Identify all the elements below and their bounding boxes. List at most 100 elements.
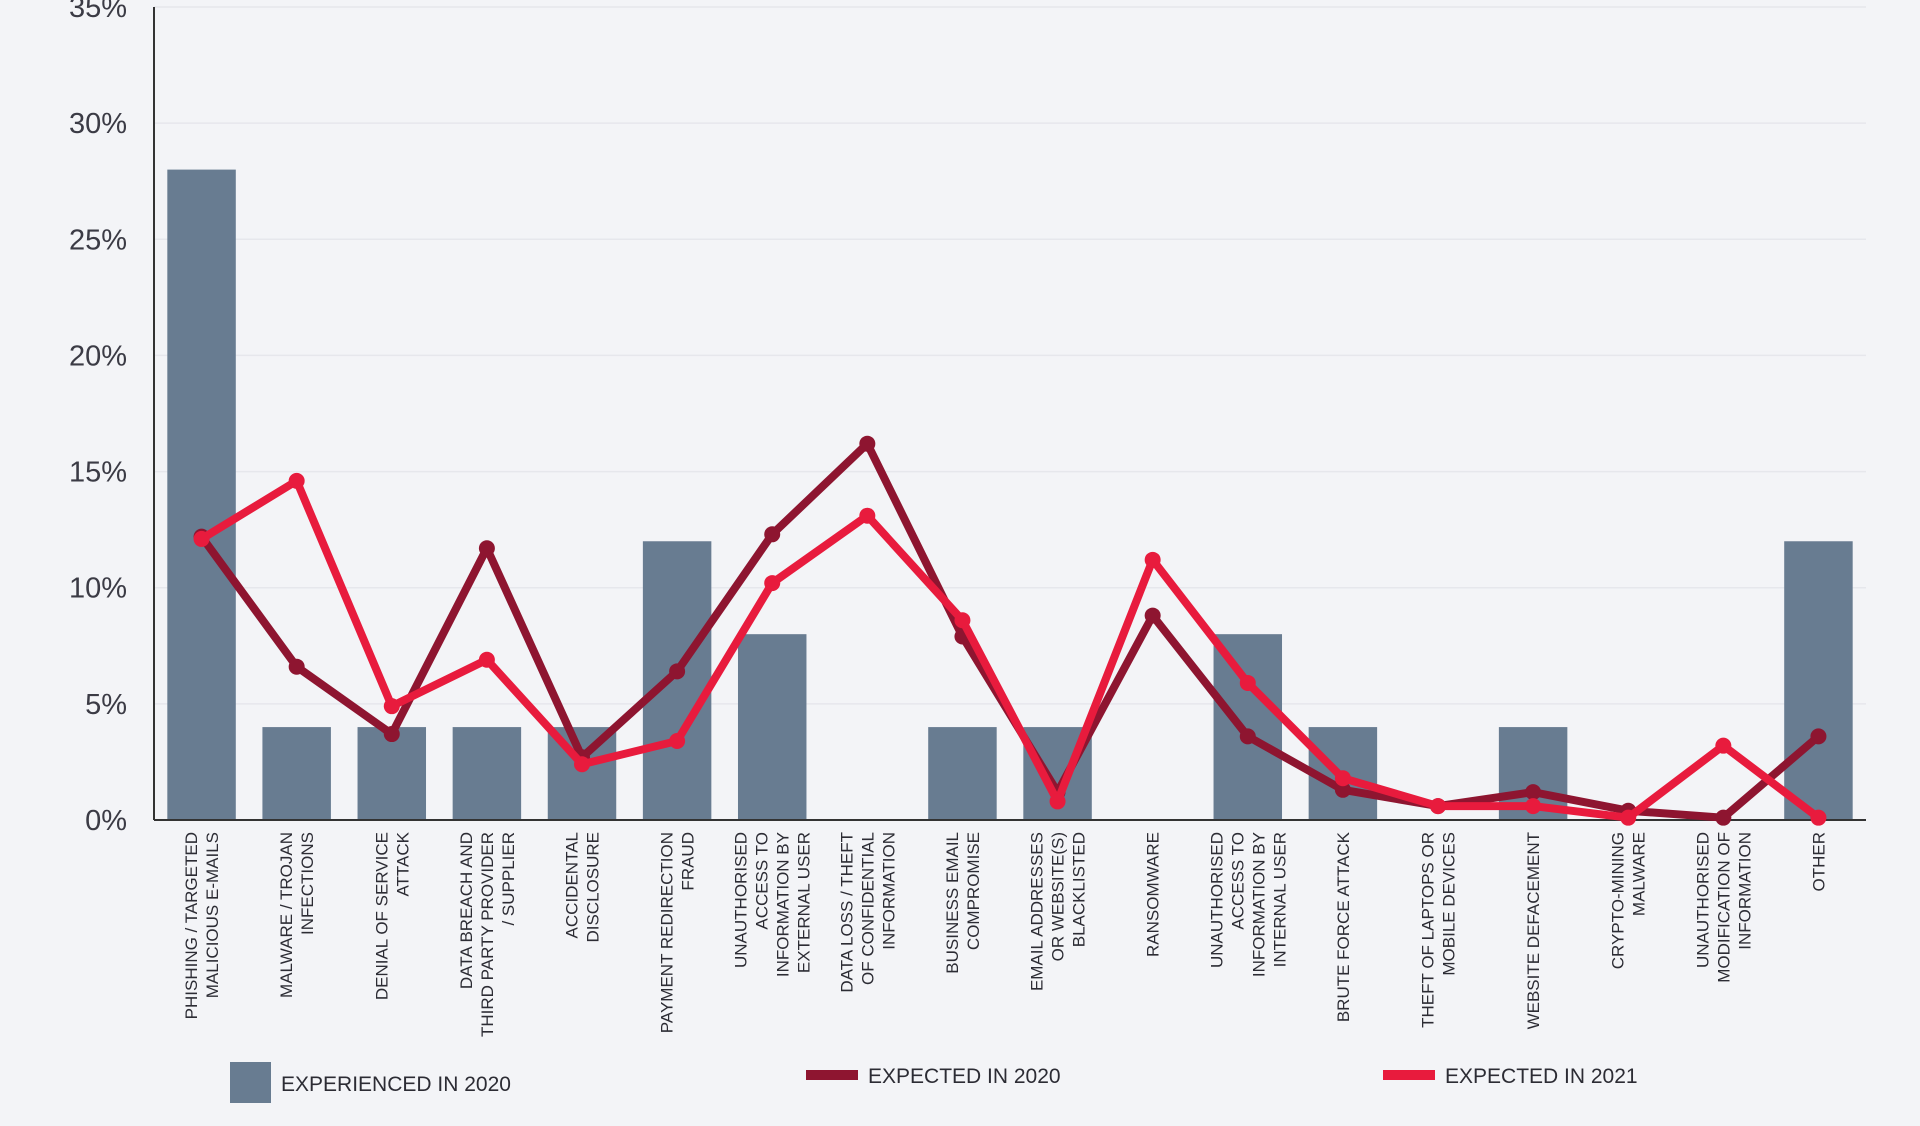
x-tick-label-line: BRUTE FORCE ATTACK	[1334, 831, 1353, 1022]
data-point	[193, 530, 210, 547]
x-tick-label: THEFT OF LAPTOPS OR MOBILE DEVICES	[1419, 832, 1459, 1028]
x-tick-label-line: PAYMENT REDIRECTION	[658, 832, 677, 1033]
bar-series-experienced-2020	[167, 169, 1853, 821]
x-tick-label: BUSINESS EMAIL COMPROMISE	[943, 832, 983, 974]
data-point	[1144, 551, 1161, 568]
x-tick-label-line: PHISHING / TARGETED	[182, 832, 201, 1019]
x-tick-label-line: DENIAL OF SERVICE	[372, 832, 391, 1000]
x-tick-label: ACCIDENTAL DISCLOSURE	[563, 832, 603, 943]
data-point	[1525, 784, 1542, 801]
legend-swatch	[230, 1062, 271, 1103]
line-series	[193, 435, 1827, 826]
x-tick-label: MALWARE / TROJAN INFECTIONS	[277, 832, 317, 998]
data-point	[478, 540, 495, 557]
x-tick-label-line: BLACKLISTED	[1070, 832, 1089, 947]
data-point	[1334, 770, 1351, 787]
x-tick-label-line: MOBILE DEVICES	[1440, 832, 1459, 976]
x-tick-label: DENIAL OF SERVICE ATTACK	[372, 831, 412, 1000]
series-line	[197, 439, 1823, 822]
data-point	[954, 612, 971, 629]
data-point	[1430, 798, 1446, 815]
x-tick-label-line: THEFT OF LAPTOPS OR	[1419, 832, 1438, 1028]
x-tick-label-line: ACCESS TO	[753, 832, 772, 930]
data-point	[859, 435, 876, 452]
x-tick-label: PAYMENT REDIRECTION FRAUD	[658, 832, 698, 1033]
data-point	[383, 726, 400, 743]
x-tick-label-line: OTHER	[1809, 832, 1828, 892]
x-tick-label-line: / SUPPLIER	[499, 832, 518, 926]
y-tick-label: 5%	[85, 689, 127, 721]
x-tick-label-line: DATA BREACH AND	[457, 832, 476, 989]
x-tick-label: UNAUTHORISED MODIFICATION OF INFORMATION	[1693, 832, 1754, 983]
x-tick-label-line: OR WEBSITE(S)	[1049, 832, 1068, 961]
x-tick-label-line: UNAUTHORISED	[1207, 832, 1226, 968]
data-point	[1715, 809, 1732, 826]
x-tick-label-line: DATA LOSS / THEFT	[837, 832, 856, 993]
y-tick-label: 15%	[69, 457, 127, 489]
data-point	[288, 472, 305, 489]
data-point	[669, 733, 686, 750]
axes	[153, 7, 1866, 821]
bar	[642, 541, 712, 820]
x-tick-label-line: INFORMATION	[879, 832, 898, 950]
x-tick-label: WEBSITE DEFACEMENT	[1524, 832, 1543, 1029]
legend-label: EXPERIENCED IN 2020	[281, 1073, 511, 1096]
data-point	[288, 658, 305, 675]
x-tick-label-line: OF CONFIDENTIAL	[858, 832, 877, 985]
bar	[452, 727, 522, 820]
bar	[167, 169, 236, 821]
x-tick-label-line: ACCIDENTAL	[563, 832, 582, 938]
bar	[1784, 541, 1853, 820]
data-point	[1144, 607, 1161, 624]
x-tick-label: CRYPTO-MINING MALWARE	[1609, 832, 1649, 969]
x-tick-label: UNAUTHORISED ACCESS TO INFORMATION BY INTER…	[1207, 832, 1289, 977]
data-point	[859, 507, 876, 524]
x-tick-label: BRUTE FORCE ATTACK	[1334, 831, 1353, 1022]
data-point	[764, 526, 781, 543]
x-tick-label-line: BUSINESS EMAIL	[943, 832, 962, 974]
x-tick-label-line: RANSOMWARE	[1144, 832, 1163, 957]
x-tick-label: RANSOMWARE	[1144, 832, 1163, 957]
y-axis-tick-labels: 0% 5% 10% 15% 20% 25% 30% 35%	[69, 0, 127, 837]
x-tick-label-line: WEBSITE DEFACEMENT	[1524, 832, 1543, 1029]
x-tick-label: DATA BREACH AND THIRD PARTY PROVIDER / SUP…	[457, 832, 518, 1037]
x-tick-label: UNAUTHORISED ACCESS TO INFORMATION BY EXTER…	[732, 832, 814, 977]
y-tick-label: 0%	[85, 805, 127, 837]
y-tick-label: 20%	[69, 340, 127, 372]
legend-label: EXPECTED IN 2021	[1445, 1065, 1638, 1088]
x-tick-label-line: INTERNAL USER	[1270, 832, 1289, 967]
bar	[357, 727, 427, 820]
x-tick-label-line: DISCLOSURE	[584, 832, 603, 943]
data-point	[574, 756, 590, 773]
x-tick-label-line: COMPROMISE	[964, 832, 983, 950]
x-tick-label-line: INFORMATION BY	[774, 832, 793, 977]
bar	[737, 634, 807, 820]
y-tick-label: 30%	[69, 108, 127, 140]
x-tick-label-line: INFECTIONS	[298, 832, 317, 935]
data-point	[1239, 674, 1256, 691]
data-point	[478, 651, 495, 668]
x-axis-tick-labels: PHISHING / TARGETED MALICIOUS E-MAILS MALW…	[182, 831, 1828, 1037]
x-tick-label-line: ACCESS TO	[1228, 832, 1247, 930]
data-point	[1239, 728, 1256, 745]
legend-label: EXPECTED IN 2020	[868, 1065, 1061, 1088]
data-point	[1334, 781, 1351, 798]
grid-lines	[154, 6, 1866, 705]
y-tick-label: 25%	[69, 224, 127, 256]
x-tick-label: EMAIL ADDRESSES OR WEBSITE(S) BLACKLISTED	[1028, 832, 1089, 991]
data-point	[1715, 737, 1732, 754]
x-tick-label-line: ATTACK	[393, 831, 412, 896]
x-tick-label-line: UNAUTHORISED	[732, 832, 751, 968]
bar	[1213, 634, 1283, 820]
x-tick-label-line: MODIFICATION OF	[1714, 832, 1733, 983]
data-point	[1049, 793, 1066, 810]
y-tick-label: 35%	[69, 0, 127, 24]
x-tick-label-line: EXTERNAL USER	[795, 832, 814, 973]
x-tick-label-line: INFORMATION	[1735, 832, 1754, 950]
data-point	[669, 663, 686, 680]
x-tick-label-line: CRYPTO-MINING	[1609, 832, 1628, 969]
x-tick-label-line: MALICIOUS E-MAILS	[203, 832, 222, 998]
data-point	[1525, 798, 1542, 815]
data-point	[764, 575, 781, 592]
